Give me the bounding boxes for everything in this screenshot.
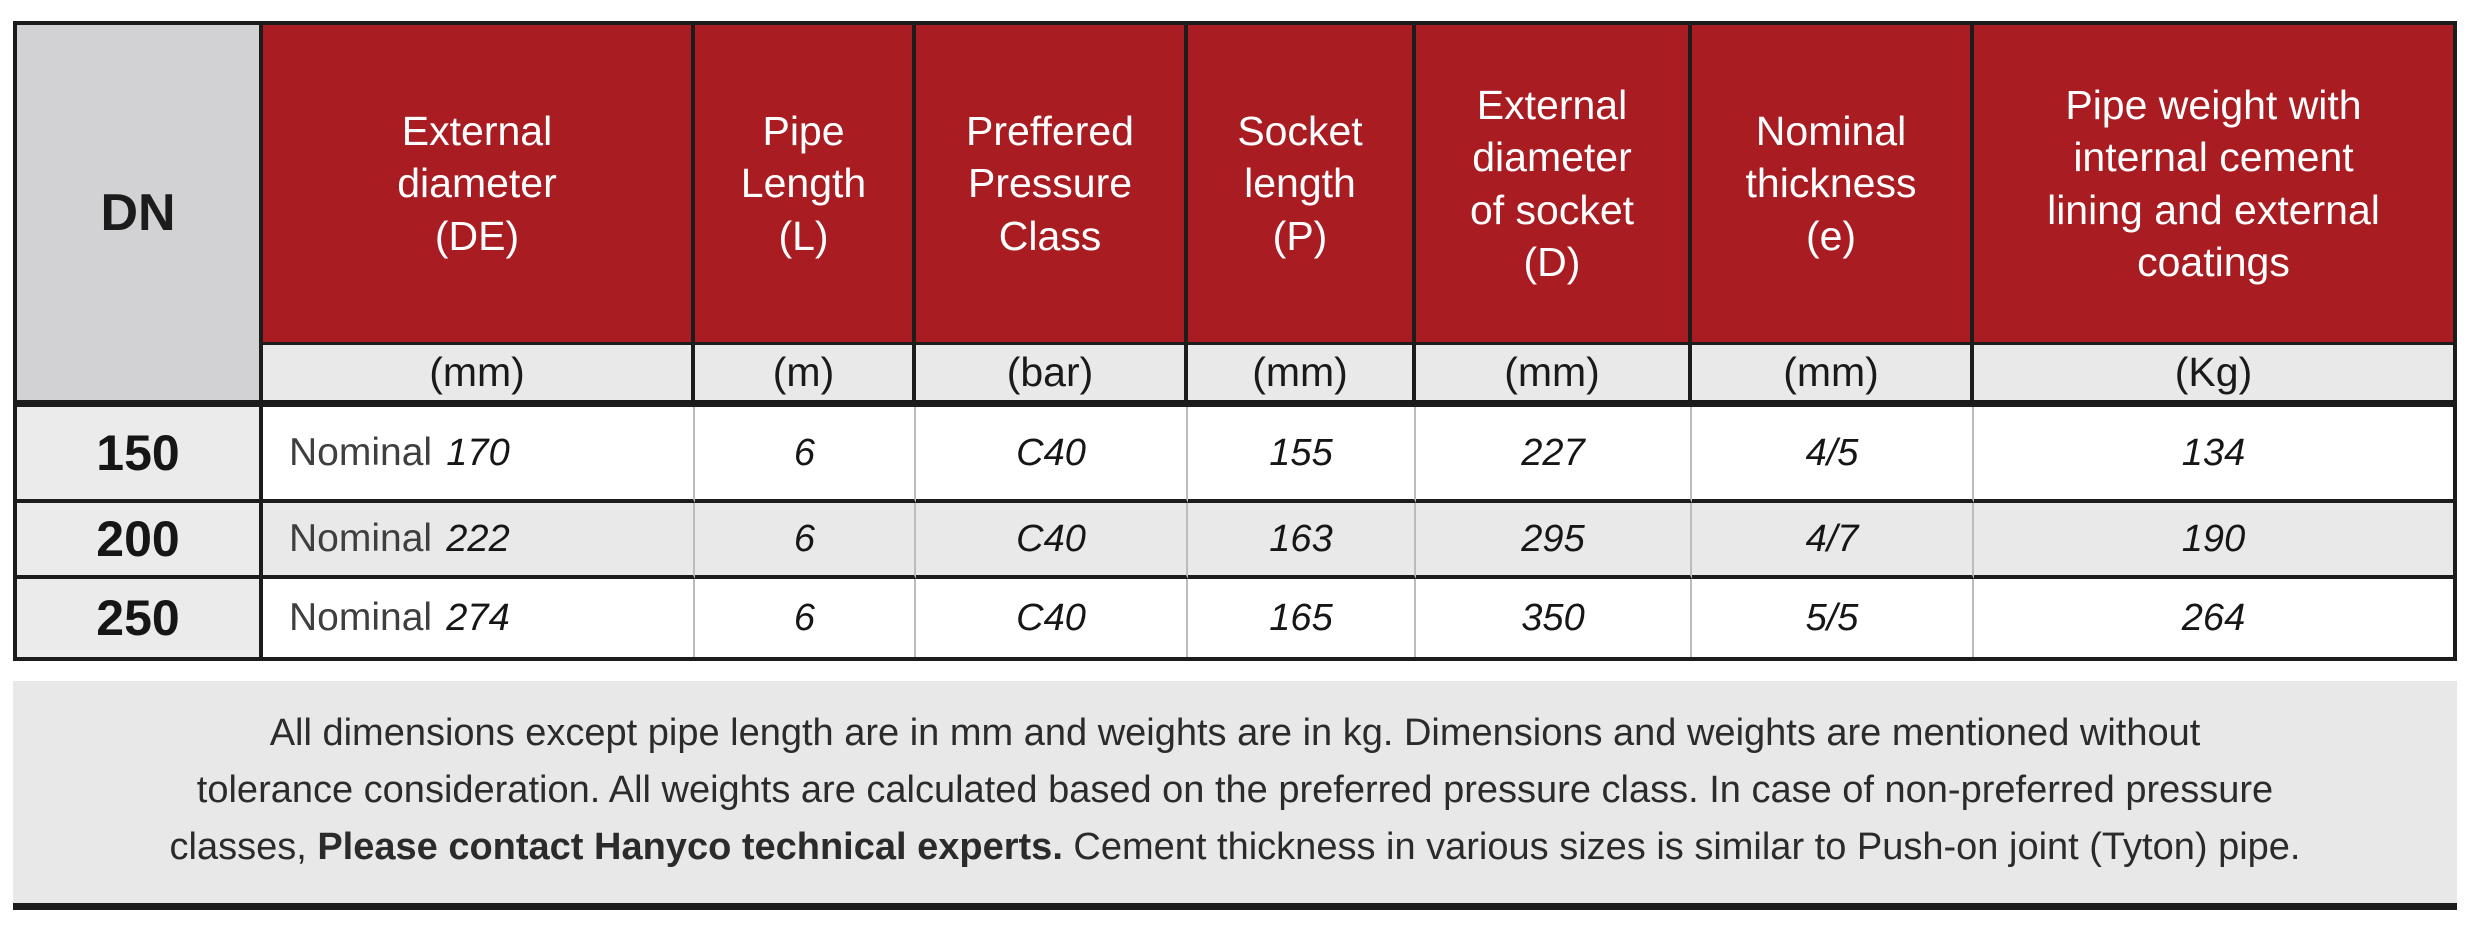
socket-length-cell: 163 (1188, 503, 1416, 579)
footnote-panel: All dimensions except pipe length are in… (13, 681, 2457, 910)
socket-length-cell: 165 (1188, 579, 1416, 657)
unit-socket-external-diameter: (mm) (1416, 345, 1692, 407)
nominal-label: Nominal (289, 431, 433, 474)
pipe-dimensions-table: DN External diameter (DE) Pipe Length (L… (13, 21, 2457, 661)
nominal-label: Nominal (289, 596, 433, 639)
corner-header-dn: DN (17, 25, 263, 407)
footnote-line-2: tolerance consideration. All weights are… (196, 769, 2274, 811)
external-diameter-value: 170 (446, 431, 510, 474)
footnote-line3-pre: classes, (169, 826, 318, 868)
col-header-socket-length: Socket length (P) (1188, 25, 1416, 345)
pressure-class-cell: C40 (916, 407, 1188, 503)
socket-external-diameter-cell: 350 (1416, 579, 1692, 657)
pipe-weight-cell: 264 (1974, 579, 2453, 657)
footnote-line-3: classes, Please contact Hanyco technical… (170, 819, 2301, 876)
pipe-length-cell: 6 (695, 579, 916, 657)
unit-pipe-weight: (Kg) (1974, 345, 2453, 407)
col-header-pipe-weight: Pipe weight with internal cement lining … (1974, 25, 2453, 345)
col-header-pipe-length: Pipe Length (L) (695, 25, 916, 345)
nominal-label: Nominal (289, 517, 433, 560)
dn-cell: 150 (17, 407, 263, 503)
unit-external-diameter: (mm) (263, 345, 695, 407)
dn-cell: 200 (17, 503, 263, 579)
footnote-line-1: All dimensions except pipe length are in… (269, 712, 2201, 754)
pipe-length-cell: 6 (695, 407, 916, 503)
socket-external-diameter-cell: 295 (1416, 503, 1692, 579)
col-header-nominal-thickness: Nominal thickness (e) (1692, 25, 1974, 345)
unit-pipe-length: (m) (695, 345, 916, 407)
socket-external-diameter-cell: 227 (1416, 407, 1692, 503)
external-diameter-value: 222 (446, 517, 510, 560)
external-diameter-cell: Nominal 274 (263, 579, 695, 657)
dn-cell: 250 (17, 579, 263, 657)
pipe-weight-cell: 134 (1974, 407, 2453, 503)
col-header-pressure-class: Preffered Pressure Class (916, 25, 1188, 345)
external-diameter-value: 274 (446, 596, 510, 639)
col-header-socket-external-diameter: External diameter of socket (D) (1416, 25, 1692, 345)
pressure-class-cell: C40 (916, 579, 1188, 657)
unit-nominal-thickness: (mm) (1692, 345, 1974, 407)
footnote-line3-post: Cement thickness in various sizes is sim… (1062, 826, 2301, 868)
pressure-class-cell: C40 (916, 503, 1188, 579)
nominal-thickness-cell: 4/7 (1692, 503, 1974, 579)
unit-pressure-class: (bar) (916, 345, 1188, 407)
footnote-line3-bold: Please contact Hanyco technical experts. (317, 826, 1063, 868)
socket-length-cell: 155 (1188, 407, 1416, 503)
unit-socket-length: (mm) (1188, 345, 1416, 407)
external-diameter-cell: Nominal 170 (263, 407, 695, 503)
external-diameter-cell: Nominal 222 (263, 503, 695, 579)
nominal-thickness-cell: 5/5 (1692, 579, 1974, 657)
pipe-weight-cell: 190 (1974, 503, 2453, 579)
col-header-external-diameter: External diameter (DE) (263, 25, 695, 345)
nominal-thickness-cell: 4/5 (1692, 407, 1974, 503)
pipe-length-cell: 6 (695, 503, 916, 579)
